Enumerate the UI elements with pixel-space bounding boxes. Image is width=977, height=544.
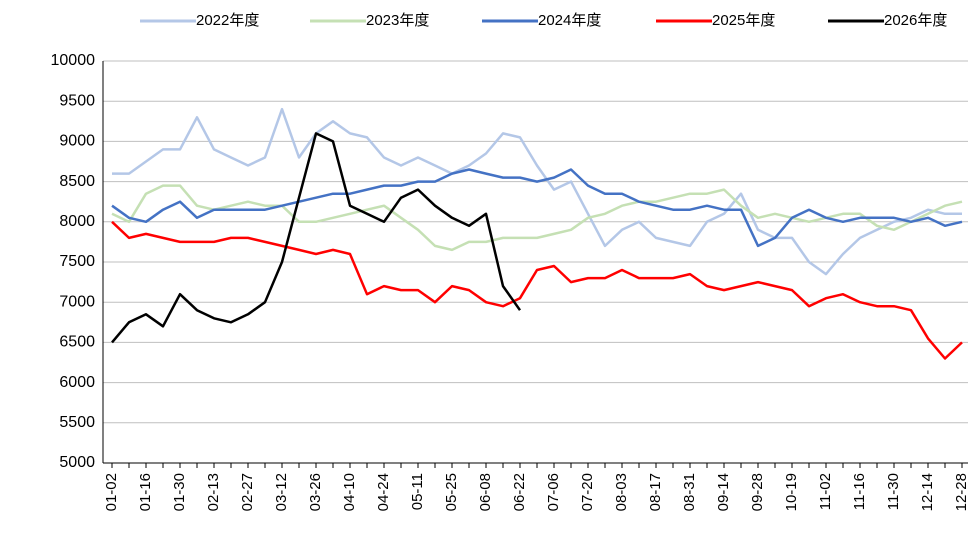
x-tick-label: 06-08 — [477, 473, 494, 511]
y-tick-label: 9000 — [59, 133, 95, 150]
legend-label: 2026年度 — [884, 12, 947, 29]
x-tick-label: 05-11 — [409, 473, 426, 510]
series-line — [112, 107, 962, 276]
x-tick-label: 02-27 — [239, 473, 256, 511]
series-line — [111, 168, 963, 248]
x-tick-label: 11-02 — [817, 473, 834, 510]
x-tick-label: 06-22 — [511, 473, 528, 511]
y-tick-label: 5000 — [59, 454, 95, 471]
x-tick-label: 09-14 — [715, 473, 732, 511]
x-tick-label: 01-02 — [103, 473, 120, 511]
series-line — [111, 132, 522, 344]
y-tick-label: 5500 — [59, 414, 95, 431]
x-tick-label: 03-12 — [273, 473, 290, 511]
x-tick-label: 01-16 — [137, 473, 154, 511]
x-tick-label: 11-16 — [851, 473, 868, 510]
x-tick-label: 08-03 — [613, 473, 630, 511]
y-tick-label: 7000 — [59, 293, 95, 310]
x-tick-label: 04-24 — [375, 473, 392, 511]
x-tick-label: 05-25 — [443, 473, 460, 511]
x-tick-label: 02-13 — [205, 473, 222, 511]
x-tick-label: 03-26 — [307, 473, 324, 511]
x-tick-label: 09-28 — [749, 473, 766, 511]
x-tick-label: 01-30 — [171, 473, 188, 511]
series-line — [111, 220, 963, 360]
x-tick-label: 07-06 — [545, 473, 562, 511]
x-tick-label: 04-10 — [341, 473, 358, 511]
y-tick-label: 6000 — [59, 374, 95, 391]
y-tick-label: 6500 — [59, 334, 95, 351]
y-tick-label: 9500 — [59, 92, 95, 109]
x-tick-label: 11-30 — [885, 473, 902, 510]
legend-label: 2023年度 — [366, 12, 429, 29]
y-tick-label: 7500 — [59, 253, 95, 270]
y-tick-label: 10000 — [51, 52, 96, 69]
y-tick-label: 8000 — [59, 213, 95, 230]
legend-label: 2022年度 — [196, 12, 259, 29]
series-line — [111, 184, 963, 252]
x-tick-label: 10-19 — [783, 473, 800, 511]
legend-label: 2025年度 — [712, 12, 775, 29]
x-tick-label: 12-14 — [919, 473, 936, 511]
x-tick-label: 08-31 — [681, 473, 698, 511]
x-tick-label: 07-20 — [579, 473, 596, 511]
y-tick-label: 8500 — [59, 173, 95, 190]
x-tick-label: 08-17 — [647, 473, 664, 511]
x-tick-label: 12-28 — [953, 473, 970, 511]
legend-label: 2024年度 — [538, 12, 601, 29]
